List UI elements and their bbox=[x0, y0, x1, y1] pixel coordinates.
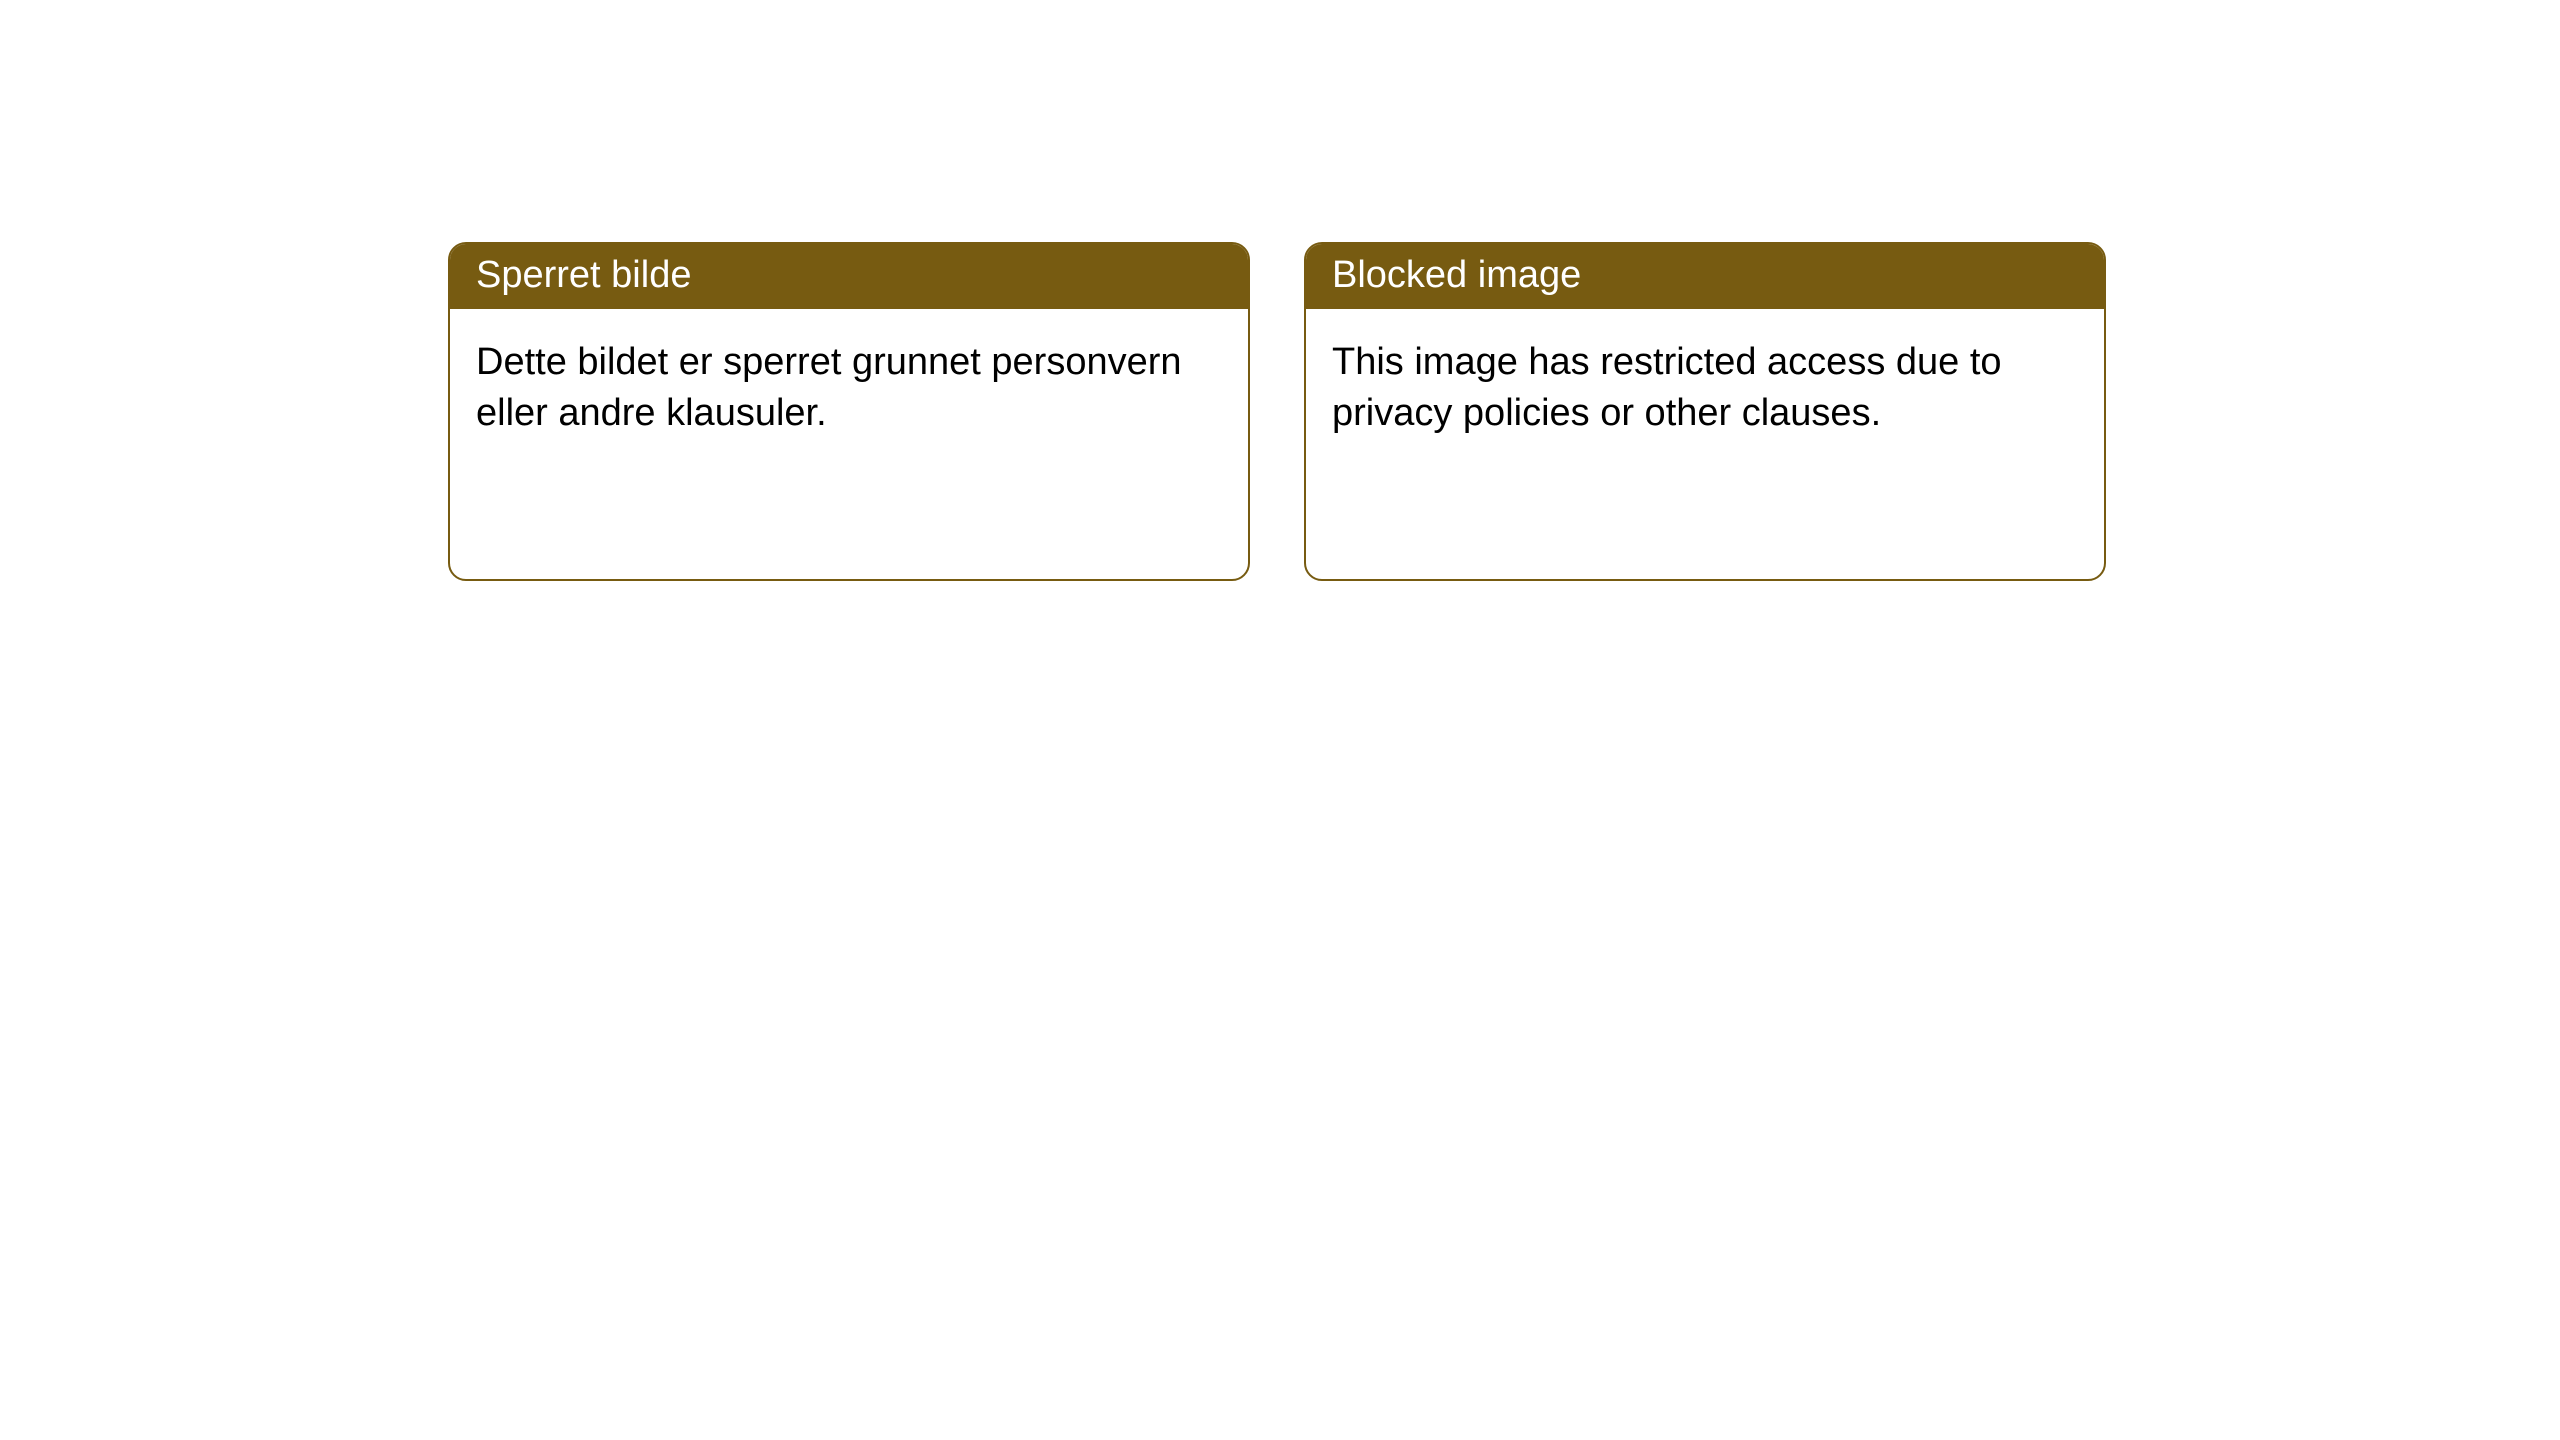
notice-cards-container: Sperret bilde Dette bildet er sperret gr… bbox=[448, 242, 2106, 581]
notice-title-norwegian: Sperret bilde bbox=[450, 244, 1248, 309]
notice-body-norwegian: Dette bildet er sperret grunnet personve… bbox=[450, 309, 1248, 579]
notice-title-english: Blocked image bbox=[1306, 244, 2104, 309]
notice-card-norwegian: Sperret bilde Dette bildet er sperret gr… bbox=[448, 242, 1250, 581]
notice-card-english: Blocked image This image has restricted … bbox=[1304, 242, 2106, 581]
notice-body-english: This image has restricted access due to … bbox=[1306, 309, 2104, 579]
